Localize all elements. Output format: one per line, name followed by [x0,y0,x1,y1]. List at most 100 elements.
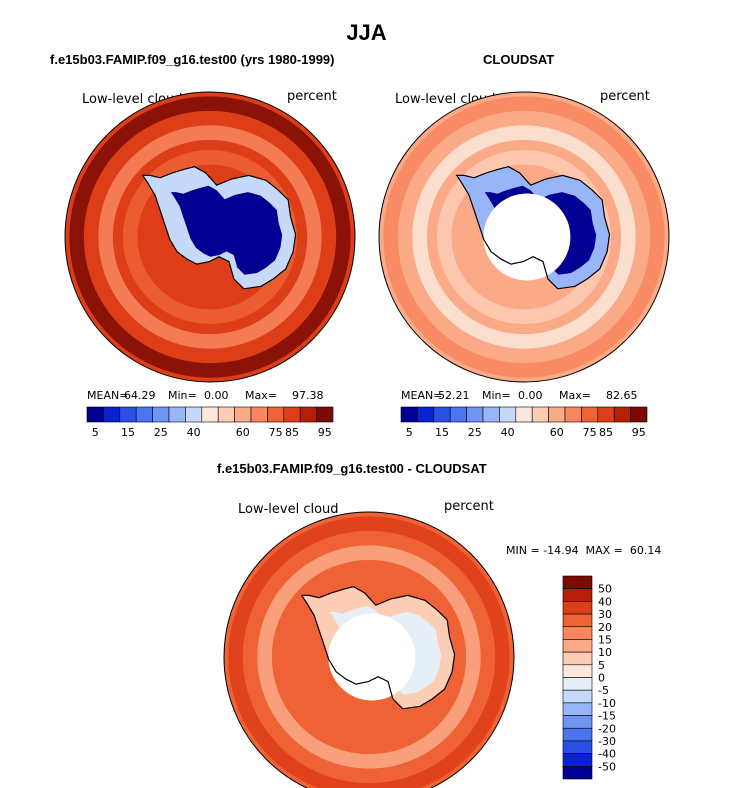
map-1-field [65,92,355,382]
colorbar-3-swatch [562,753,593,767]
colorbar-1-swatch [299,406,317,423]
panel3-left-label: Low-level cloud [238,502,339,517]
colorbar-1-tick-label: 60 [236,426,250,439]
panel2-max-label: Max= [559,389,591,402]
colorbar-1-swatch [316,406,334,423]
panel3-title: f.e15b03.FAMIP.f09_g16.test00 - CLOUDSAT [217,461,487,476]
colorbar-2-tick-label: 85 [599,426,613,439]
colorbar-3-tick-label: 15 [598,633,612,646]
colorbar-3-swatch [562,664,593,678]
panel1-mean-label: MEAN= [87,389,129,402]
panel1-max-label: Max= [245,389,277,402]
colorbar-3-tick-label: 5 [598,659,605,672]
colorbar-1-swatch [135,406,153,423]
colorbar-3-tick-label: -20 [598,722,616,735]
colorbar-2-tick-label: 40 [501,426,515,439]
colorbar-2-swatch [482,406,500,423]
colorbar-1-tick-label: 40 [187,426,201,439]
map-3-border [223,511,515,788]
colorbar-3-swatch [562,727,593,742]
continent-interior-shading [170,185,283,275]
colorbar-3-tick-label: 30 [598,608,612,621]
colorbar-2-swatch [548,406,566,423]
contour-band [257,545,481,769]
panel1-units-label: percent [287,89,337,104]
contour-band [98,125,322,349]
colorbar-2-tick-label: 95 [632,426,646,439]
colorbar-2-swatch [531,406,549,423]
coastline [300,586,456,710]
contour-band [383,96,665,378]
colorbar-1-tick-label: 75 [269,426,283,439]
colorbar-1-swatch [152,406,170,423]
colorbar-2-swatch [581,406,599,423]
colorbar-1-swatch [119,406,137,423]
colorbar-3-swatch [562,702,593,716]
missing-data-hole [328,613,416,701]
colorbar-3-swatch [562,740,593,754]
colorbar-3-tick-label: -40 [598,748,616,761]
map-3-field [224,512,514,788]
colorbar-3-tick-label: 20 [598,621,612,634]
colorbar-1-swatch [168,406,186,423]
colorbar-3-tick-label: 40 [598,595,612,608]
panel2-mean-label: MEAN= [401,389,443,402]
panel2-min-value: 0.00 [518,389,543,402]
colorbar-3-swatch [562,689,593,704]
colorbar-2-swatch [499,406,517,423]
panel1-mean-value: 64.29 [124,389,156,402]
colorbar-3-tick-label: -5 [598,684,609,697]
colorbar-1-swatch [185,406,203,423]
colorbar-3-swatch [562,588,593,602]
colorbar-2-swatch [564,406,582,423]
panel2-mean-value: 52.21 [438,389,470,402]
colorbar-2-swatch [466,406,484,423]
colorbar-2-swatch [613,406,631,423]
colorbar-1-tick-label: 85 [285,426,299,439]
colorbar-2-swatch [449,406,467,423]
colorbar-1-tick-label: 95 [318,426,332,439]
panel2-title: CLOUDSAT [483,52,555,67]
colorbar-2-swatch [417,406,435,423]
colorbar-3-swatch [562,677,593,691]
contour-band [69,96,351,378]
panel2-min-label: Min= [482,389,511,402]
colorbar-1-swatch [217,406,235,423]
panel3-min-max-text: MIN = -14.94 MAX = 60.14 [506,544,662,557]
colorbar-1-swatch [201,406,219,423]
coastline [141,166,297,290]
panel3-units-label: percent [444,499,494,514]
colorbar-3-swatch [562,766,593,780]
colorbar-1-swatch [267,406,285,423]
colorbar-3-tick-label: 50 [598,583,612,596]
colorbar-2-swatch [630,406,648,423]
colorbar-2-swatch [433,406,451,423]
colorbar-3-tick-label: -30 [598,735,616,748]
colorbar-1-tick-label: 25 [154,426,168,439]
panel1-min-label: Min= [168,389,197,402]
colorbar-2-tick-label: 5 [406,426,413,439]
map-1-border [64,91,356,383]
coastline [455,166,611,290]
colorbar-3-tick-label: -15 [598,710,616,723]
colorbar-3-swatch [562,626,593,640]
colorbar-2-tick-label: 15 [435,426,449,439]
panel1-title: f.e15b03.FAMIP.f09_g16.test00 (yrs 1980-… [50,52,335,67]
colorbar-3-swatch [562,575,593,589]
colorbar-1-swatch [103,406,121,423]
colorbar-1-swatch [283,406,301,423]
colorbar-2-tick-label: 25 [468,426,482,439]
colorbar-3-tick-label: 0 [598,672,605,685]
colorbar-2-swatch [400,406,418,423]
colorbar-1-swatch [234,406,252,423]
colorbar-2-tick-label: 60 [550,426,564,439]
map-2-border [378,91,670,383]
colorbar-2-swatch [515,406,533,423]
colorbar-2-tick-label: 75 [583,426,597,439]
page-title: JJA [346,20,387,45]
colorbar-3-swatch [562,651,593,666]
panel1-min-value: 0.00 [204,389,229,402]
map-2-field [379,92,669,382]
panel2-units-label: percent [600,89,650,104]
